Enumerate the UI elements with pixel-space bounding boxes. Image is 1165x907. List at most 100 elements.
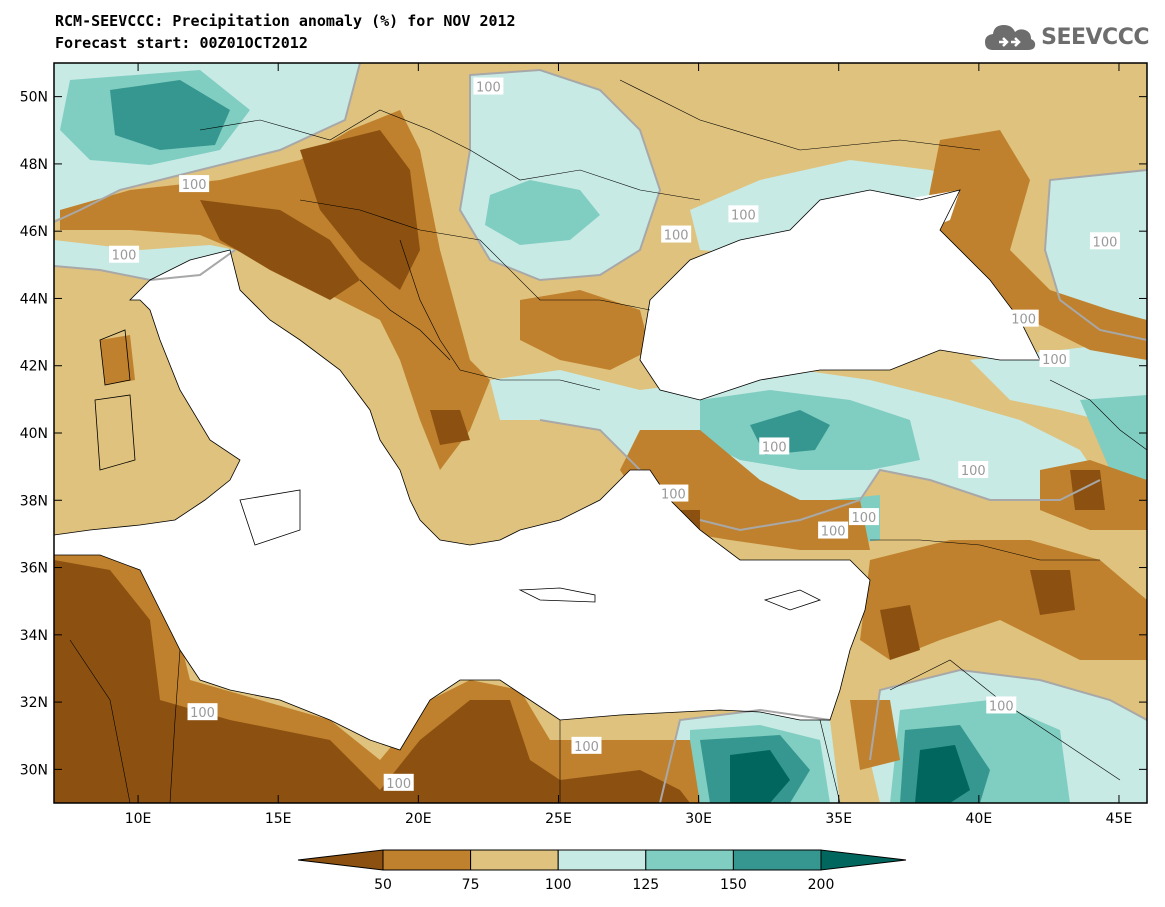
contour-label-100: 100: [187, 703, 218, 721]
contour-label-100: 100: [179, 175, 210, 193]
contour-line: [539, 419, 1101, 532]
anomaly-area-50-75: [520, 290, 650, 370]
logo: SEEVCCC: [983, 20, 1149, 54]
contour-label-box: [1008, 309, 1039, 327]
lat-tick-label: 38N: [20, 493, 48, 509]
anomaly-area-50-75: [850, 700, 900, 770]
lon-tick-label: 15E: [265, 811, 292, 827]
coastline: [239, 489, 301, 546]
title-line-1: RCM-SEEVCCC: Precipitation anomaly (%) f…: [55, 12, 516, 30]
colorbar-tick-label: 200: [808, 877, 835, 893]
colorbar-end-low: [297, 849, 384, 871]
contour-label-box: [571, 736, 602, 754]
contour-label-100: 100: [848, 508, 879, 526]
contour-label-100: 100: [958, 461, 989, 479]
anomaly-area-125-150: [485, 180, 600, 245]
contour-label-100: 100: [986, 696, 1017, 714]
contour-label-text: 100: [821, 525, 846, 540]
contour-label-text: 100: [961, 464, 986, 479]
contour-label-box: [383, 773, 414, 791]
lat-tick-label: 32N: [20, 695, 48, 711]
lon-tick-label: 35E: [825, 811, 852, 827]
lat-tick-label: 36N: [20, 561, 48, 577]
contour-label-text: 100: [182, 178, 207, 193]
lat-tick-label: 34N: [20, 628, 48, 644]
contour-label-box: [728, 205, 759, 223]
border: [1049, 379, 1147, 451]
contour-label-100: 100: [383, 773, 414, 792]
contour-labels: 100 100 100 100 100 100 100 100 100 100 100 100 100 1…: [109, 77, 1120, 792]
anomaly-area-50-75: [920, 130, 1147, 360]
contour-label-100: 100: [658, 484, 689, 503]
black-sea: [640, 190, 1040, 400]
contour-100-lines: [54, 63, 1147, 803]
border: [169, 649, 181, 803]
border: [399, 239, 601, 391]
colorbar-box: [470, 849, 559, 871]
anomaly-area-125-150: [1080, 395, 1147, 480]
contour-label-100: 100: [1089, 232, 1120, 250]
contour-label-text: 100: [661, 488, 686, 503]
lon-tick-label: 40E: [966, 811, 993, 827]
anomaly-area-gt200: [730, 750, 790, 803]
contour-label-text: 100: [112, 249, 137, 264]
contour-label-100: 100: [109, 245, 140, 264]
lon-tick-label: 10E: [125, 811, 152, 827]
contour-line: [659, 708, 831, 803]
map-layer: [54, 63, 1147, 803]
logo-text: SEEVCCC: [1041, 24, 1149, 50]
contour-line: [458, 68, 662, 282]
contour-label-box: [179, 175, 210, 193]
colorbar-tick-label: 150: [720, 877, 747, 893]
colorbar-box: [382, 849, 472, 871]
anomaly-area-lt50: [200, 200, 360, 300]
lat-tick-label: 40N: [20, 426, 48, 442]
border: [359, 279, 451, 361]
colorbar-end-high: [820, 849, 907, 871]
colorbar-tick-label: 75: [462, 877, 480, 893]
contour-label-text: 100: [1093, 235, 1118, 250]
contour-label-box: [661, 225, 692, 243]
lon-tick-label: 25E: [545, 811, 572, 827]
contour-label-100: 100: [571, 736, 602, 755]
contour-label-box: [958, 461, 989, 478]
lat-tick-label: 30N: [20, 762, 48, 778]
cloud-icon: [985, 25, 1036, 50]
contour-label-100: 100: [1039, 350, 1070, 368]
contour-label-box: [658, 484, 689, 502]
coastline: [518, 587, 596, 603]
contour-label-box: [473, 77, 504, 95]
lon-tick-label: 20E: [405, 811, 432, 827]
sea-of-azov: [860, 190, 960, 240]
border: [619, 79, 981, 151]
contour-line: [869, 668, 1147, 761]
contour-label-text: 100: [989, 699, 1014, 714]
longitude-axis: 10E 15E 20E 25E 30E 35E 40E 45E: [125, 63, 1133, 827]
colorbar: 50 75 100 125 150 200: [297, 849, 907, 893]
lon-tick-label: 45E: [1106, 811, 1133, 827]
title-line-2: Forecast start: 00Z01OCT2012: [55, 34, 308, 52]
colorbar-box: [732, 849, 822, 871]
border: [870, 539, 1100, 561]
contour-label-100: 100: [473, 77, 504, 96]
coastline: [763, 589, 822, 611]
mediterranean-sea: [54, 250, 870, 750]
contour-label-100: 100: [1008, 309, 1039, 328]
anomaly-area-lt50: [880, 605, 920, 660]
coastline: [94, 329, 136, 471]
latitude-axis: 50N 48N 46N 44N 42N 40N 38N 36N 34N 32N 30N: [20, 90, 1147, 778]
lat-tick-label: 42N: [20, 359, 48, 375]
lat-tick-label: 50N: [20, 90, 48, 106]
contour-label-text: 100: [386, 777, 411, 792]
contour-label-text: 100: [476, 81, 501, 96]
contour-label-box: [109, 245, 140, 263]
lat-tick-label: 46N: [20, 224, 48, 240]
contour-label-100: 100: [759, 437, 790, 455]
border: [819, 719, 841, 803]
contour-label-text: 100: [664, 229, 689, 244]
contour-label-box: [818, 521, 849, 539]
anomaly-area-gt200: [915, 745, 970, 803]
contour-label-text: 100: [574, 740, 599, 755]
lon-tick-label: 30E: [685, 811, 712, 827]
lat-tick-label: 48N: [20, 157, 48, 173]
